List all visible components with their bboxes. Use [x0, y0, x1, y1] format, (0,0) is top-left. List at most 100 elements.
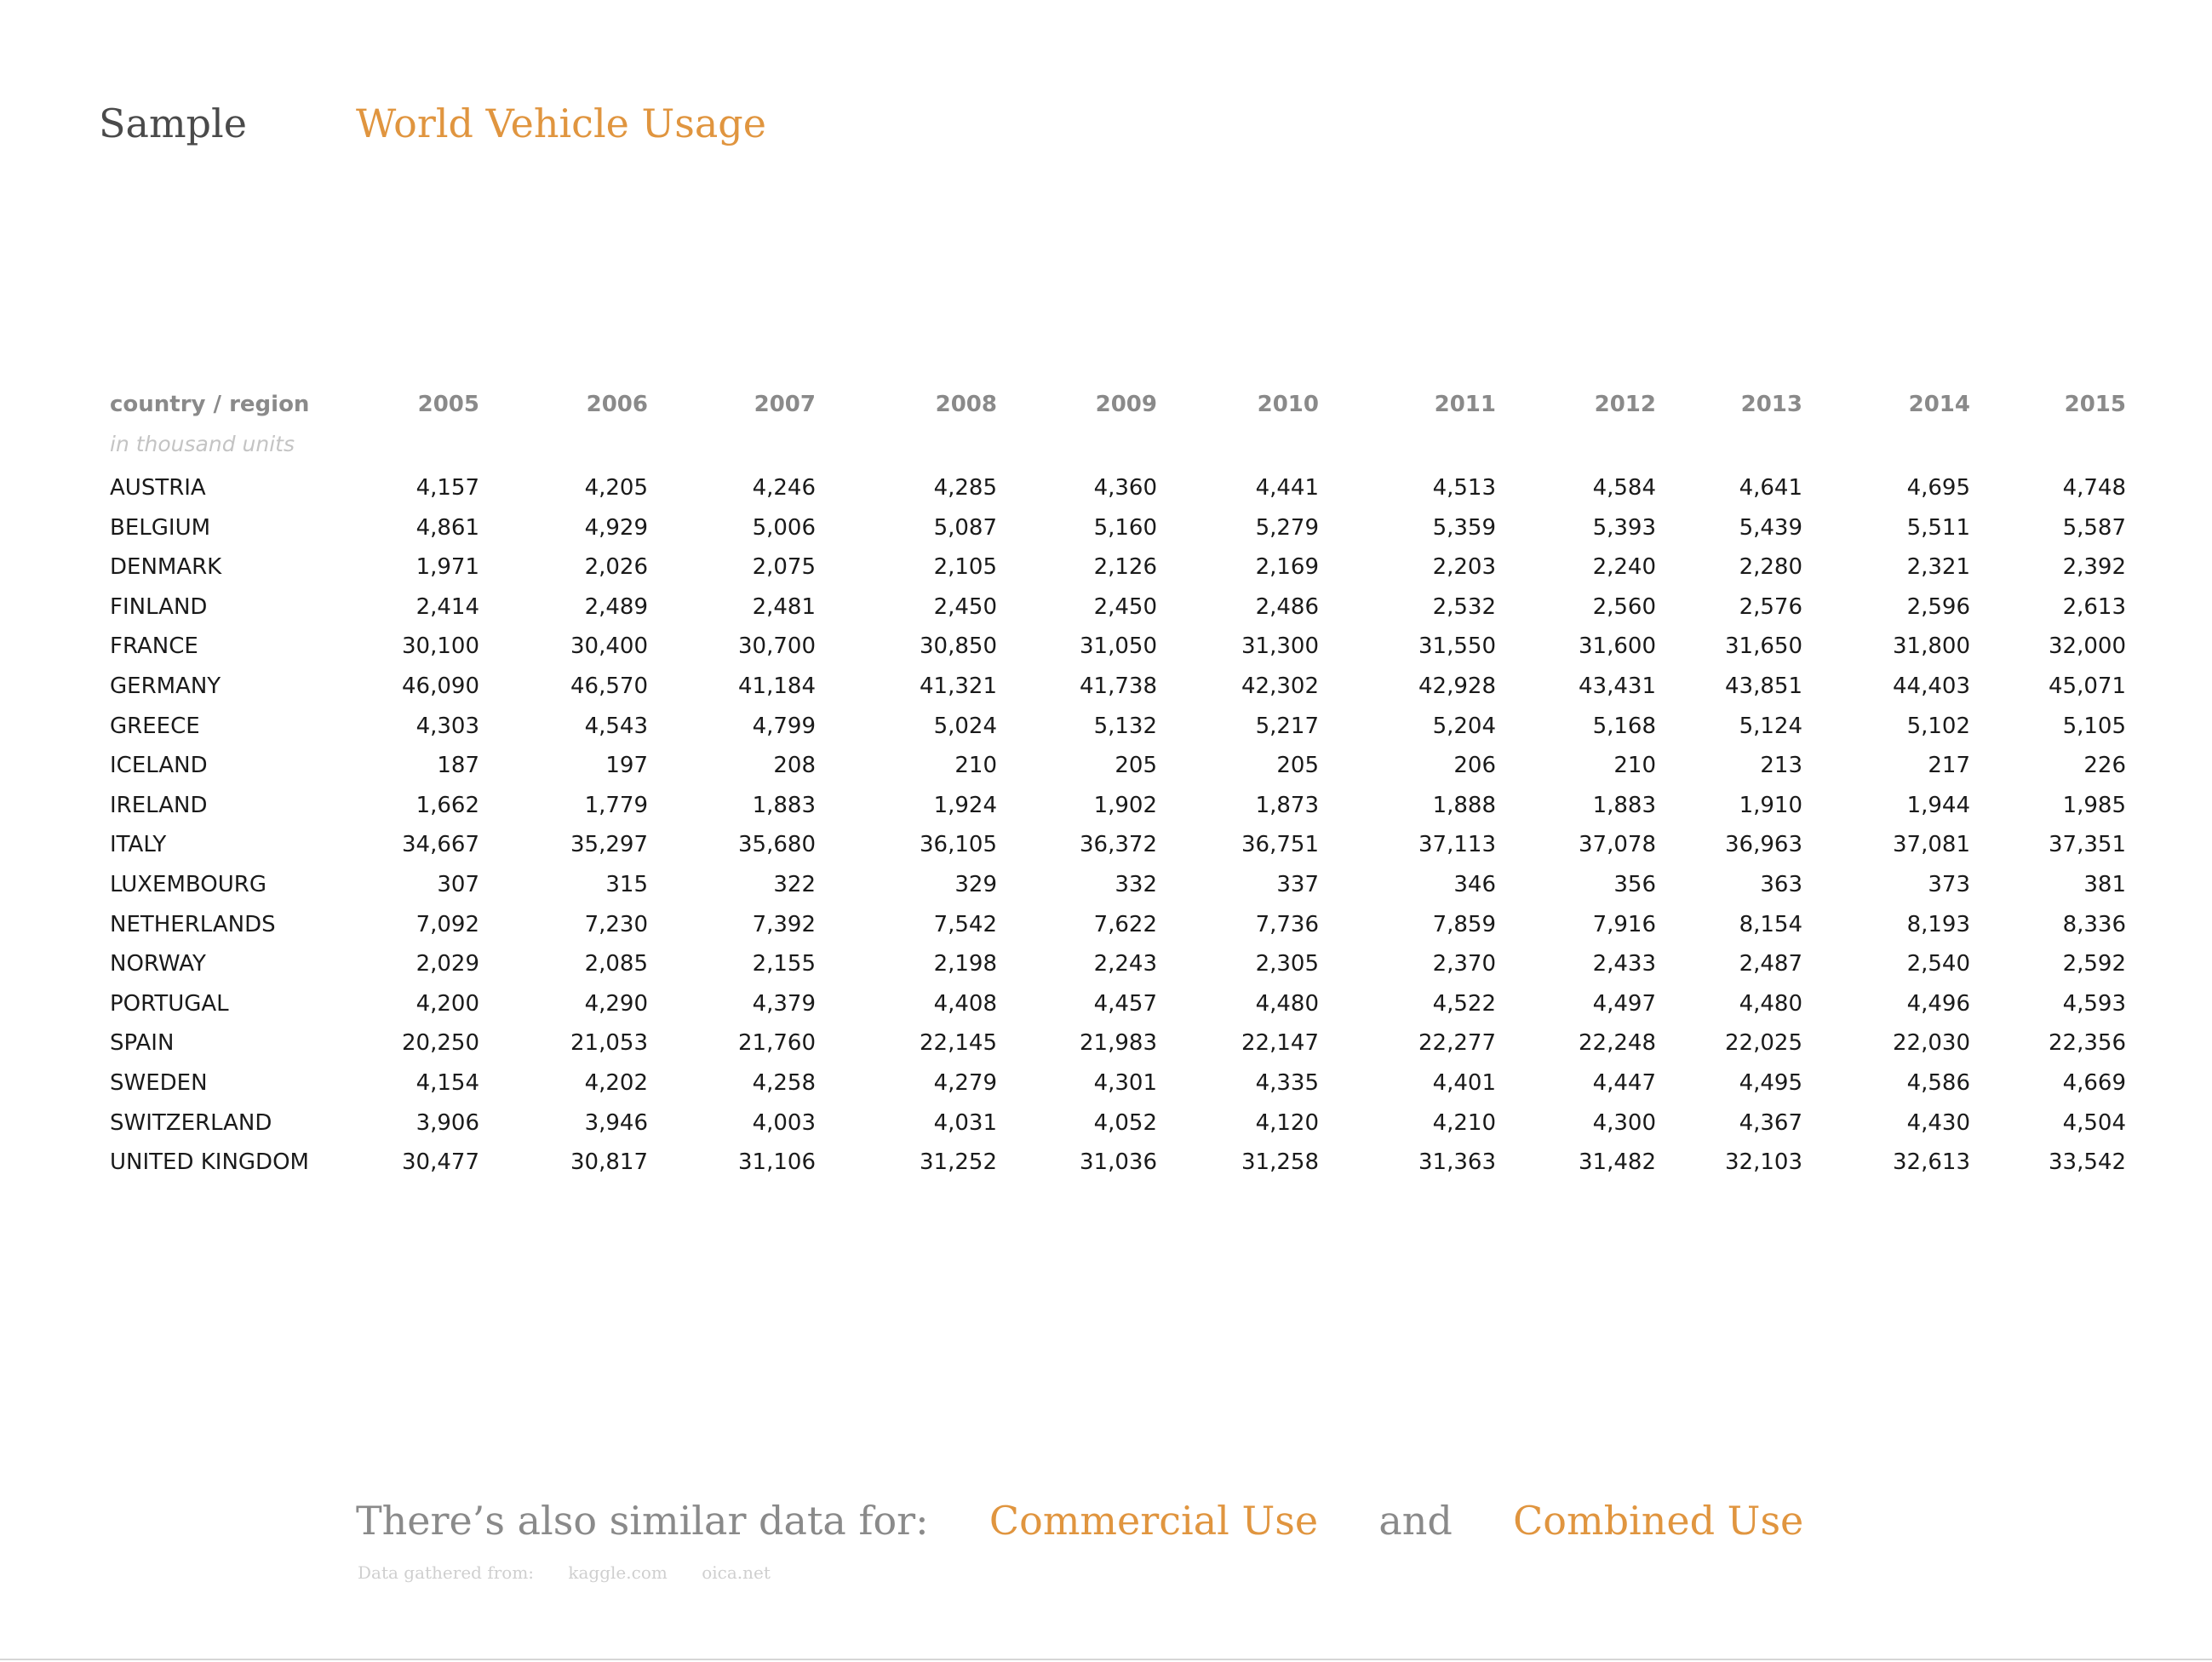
- value-cell: 2,105: [933, 554, 997, 581]
- value-cell: 3,946: [584, 1109, 648, 1136]
- value-cell: 4,543: [584, 713, 648, 739]
- value-cell: 4,303: [415, 713, 479, 739]
- value-cell: 4,301: [1093, 1070, 1157, 1096]
- value-cell: 4,586: [1906, 1070, 1970, 1096]
- source-oica-link[interactable]: oica.net: [702, 1562, 771, 1583]
- value-cell: 4,003: [752, 1109, 816, 1136]
- value-cell: 4,496: [1906, 990, 1970, 1017]
- value-cell: 2,370: [1432, 951, 1496, 977]
- value-cell: 4,584: [1592, 475, 1656, 501]
- value-cell: 4,401: [1432, 1070, 1496, 1096]
- value-cell: 2,203: [1432, 554, 1496, 581]
- value-cell: 4,285: [933, 475, 997, 501]
- value-cell: 1,902: [1093, 792, 1157, 818]
- value-cell: 2,280: [1739, 554, 1802, 581]
- value-cell: 329: [954, 872, 997, 897]
- value-cell: 7,736: [1255, 911, 1319, 937]
- value-cell: 44,403: [1893, 673, 1970, 699]
- value-cell: 2,560: [1592, 593, 1656, 620]
- value-cell: 1,779: [584, 792, 648, 818]
- value-cell: 1,944: [1906, 792, 1970, 818]
- value-cell: 346: [1453, 872, 1496, 897]
- value-cell: 31,363: [1418, 1149, 1496, 1176]
- footer-similar-data: There’s also similar data for: Commercia…: [356, 1495, 1803, 1546]
- value-cell: 332: [1115, 872, 1157, 897]
- value-cell: 41,321: [920, 673, 997, 699]
- value-cell: 4,120: [1255, 1109, 1319, 1136]
- data-sources: Data gathered from: kaggle.com oica.net: [358, 1560, 799, 1585]
- value-cell: 31,050: [1080, 633, 1157, 660]
- country-cell: ICELAND: [110, 753, 208, 779]
- value-cell: 208: [773, 753, 816, 779]
- value-cell: 36,372: [1080, 832, 1157, 858]
- country-cell: SPAIN: [110, 1030, 175, 1057]
- value-cell: 46,090: [402, 673, 479, 699]
- country-cell: UNITED KINGDOM: [110, 1149, 309, 1176]
- value-cell: 2,321: [1906, 554, 1970, 581]
- value-cell: 34,667: [402, 832, 479, 858]
- table-row: SPAIN 20,250 21,053 21,760 22,145 21,983 22,14…: [0, 1023, 2212, 1063]
- source-kaggle-link[interactable]: kaggle.com: [568, 1562, 668, 1583]
- value-cell: 2,450: [1093, 593, 1157, 620]
- value-cell: 2,481: [752, 593, 816, 620]
- value-cell: 22,025: [1725, 1030, 1802, 1057]
- table-row: GERMANY 46,090 46,570 41,184 41,321 41,738 42,…: [0, 667, 2212, 706]
- value-cell: 4,200: [415, 990, 479, 1017]
- value-cell: 5,511: [1906, 514, 1970, 541]
- value-cell: 1,662: [415, 792, 479, 818]
- value-cell: 2,169: [1255, 554, 1319, 581]
- value-cell: 337: [1276, 872, 1319, 897]
- country-cell: NETHERLANDS: [110, 911, 276, 937]
- value-cell: 22,277: [1418, 1030, 1496, 1057]
- value-cell: 4,157: [415, 475, 479, 501]
- value-cell: 32,000: [2049, 633, 2126, 660]
- value-cell: 2,155: [752, 951, 816, 977]
- value-cell: 7,916: [1592, 911, 1656, 937]
- value-cell: 30,100: [402, 633, 479, 660]
- country-cell: DENMARK: [110, 554, 222, 581]
- footer-lead-text: There’s also similar data for:: [356, 1498, 929, 1544]
- commercial-use-link[interactable]: Commercial Use: [989, 1498, 1319, 1544]
- table-row: BELGIUM 4,861 4,929 5,006 5,087 5,160 5,279 5,3…: [0, 508, 2212, 547]
- value-cell: 35,680: [738, 832, 816, 858]
- value-cell: 4,513: [1432, 475, 1496, 501]
- table-row: PORTUGAL 4,200 4,290 4,379 4,408 4,457 4,480 4,…: [0, 984, 2212, 1023]
- value-cell: 2,540: [1906, 951, 1970, 977]
- value-cell: 46,570: [570, 673, 648, 699]
- value-cell: 31,252: [920, 1149, 997, 1176]
- value-cell: 197: [605, 753, 648, 779]
- value-cell: 205: [1276, 753, 1319, 779]
- value-cell: 5,217: [1255, 713, 1319, 739]
- table-row: ICELAND 187 197 208 210 205 205 206 210 213 217 226: [0, 746, 2212, 785]
- value-cell: 30,477: [402, 1149, 479, 1176]
- value-cell: 35,297: [570, 832, 648, 858]
- value-cell: 22,145: [920, 1030, 997, 1057]
- value-cell: 210: [1613, 753, 1656, 779]
- column-header-year: 2013: [1740, 392, 1802, 417]
- value-cell: 4,799: [752, 713, 816, 739]
- value-cell: 2,613: [2062, 593, 2126, 620]
- value-cell: 363: [1760, 872, 1802, 897]
- combined-use-link[interactable]: Combined Use: [1513, 1498, 1804, 1544]
- value-cell: 322: [773, 872, 816, 897]
- country-cell: ITALY: [110, 832, 167, 858]
- value-cell: 2,243: [1093, 951, 1157, 977]
- bottom-divider: [0, 1659, 2212, 1660]
- value-cell: 5,393: [1592, 514, 1656, 541]
- column-header-year: 2010: [1257, 392, 1319, 417]
- value-cell: 2,392: [2062, 554, 2126, 581]
- value-cell: 5,006: [752, 514, 816, 541]
- value-cell: 4,246: [752, 475, 816, 501]
- value-cell: 8,193: [1906, 911, 1970, 937]
- value-cell: 381: [2083, 872, 2126, 897]
- column-header-year: 2005: [417, 392, 479, 417]
- value-cell: 2,075: [752, 554, 816, 581]
- table-row: FINLAND 2,414 2,489 2,481 2,450 2,450 2,486 2,5…: [0, 587, 2212, 627]
- value-cell: 2,433: [1592, 951, 1656, 977]
- value-cell: 4,367: [1739, 1109, 1802, 1136]
- page-title-link[interactable]: World Vehicle Usage: [356, 100, 766, 146]
- value-cell: 2,487: [1739, 951, 1802, 977]
- value-cell: 2,126: [1093, 554, 1157, 581]
- value-cell: 2,029: [415, 951, 479, 977]
- country-cell: GERMANY: [110, 673, 221, 699]
